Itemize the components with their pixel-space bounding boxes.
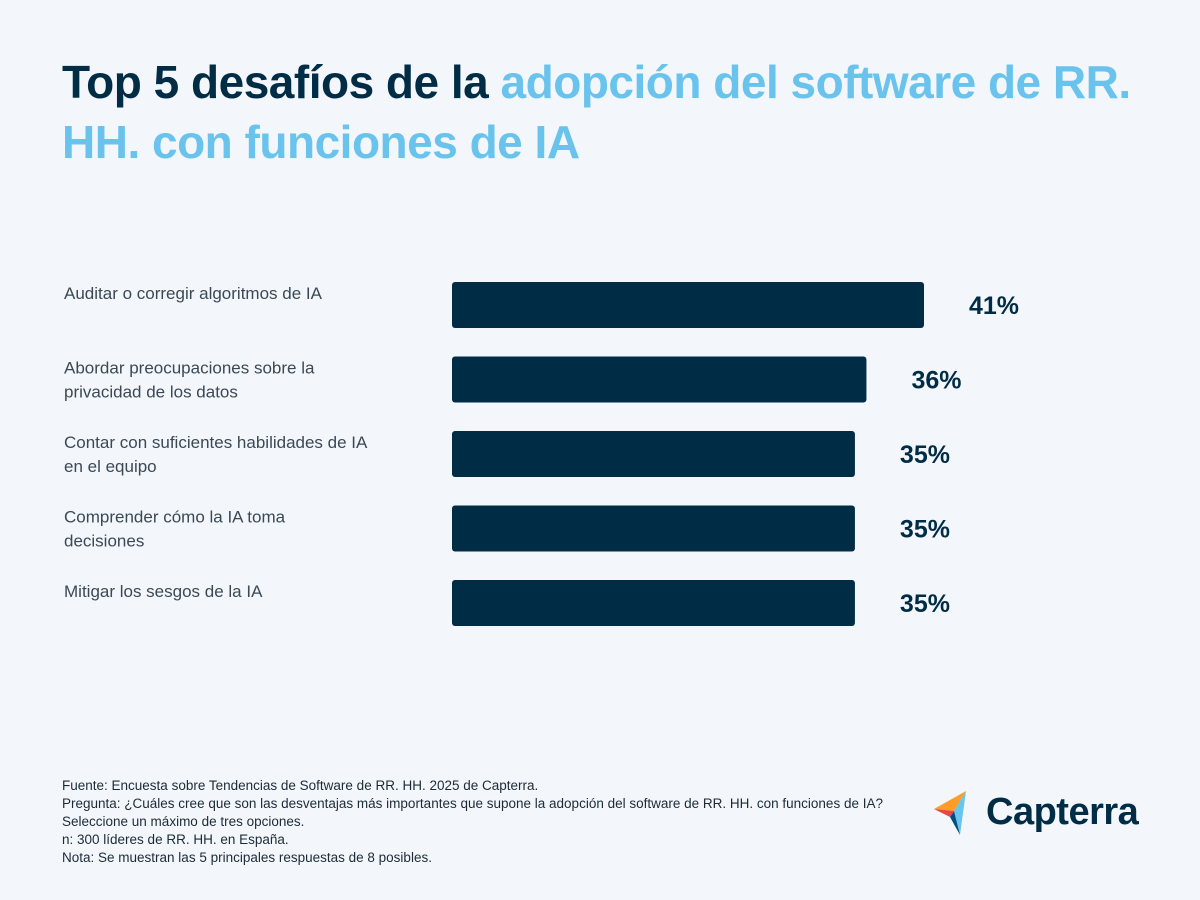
value-label-1: 41% [969,292,1019,320]
value-label-2: 36% [911,367,961,395]
category-label-2: Abordar preocupaciones sobre la privacida… [64,359,315,402]
capterra-logo: Capterra [932,786,1162,838]
category-label-5: Mitigar los sesgos de la IA [64,582,263,601]
bar-5 [452,580,855,626]
chart-title-accent: adopción del software de RR. HH. con fun… [62,56,1131,168]
footnote-note: Nota: Se muestran las 5 principales resp… [62,850,432,865]
bar-2 [452,356,867,403]
value-label-5: 35% [900,590,950,618]
bar-4 [452,505,855,552]
category-label-4: Comprender cómo la IA toma decisiones [64,508,286,551]
value-label-3: 35% [900,441,950,469]
category-label-1: Auditar o corregir algoritmos de IA [64,284,323,303]
logo-wordmark: Capterra [986,790,1139,833]
chart-title: Top 5 desafíos de la adopción del softwa… [62,52,1142,172]
bar-3 [452,431,855,477]
bar-1 [452,282,924,328]
bar-chart: 41% Auditar o corregir algoritmos de IA 36… [64,282,1019,626]
capterra-arrow-icon [934,791,966,835]
chart-footnotes: Fuente: Encuesta sobre Tendencias de Sof… [62,777,922,867]
value-label-4: 35% [900,516,950,544]
footnote-sample: n: 300 líderes de RR. HH. en España. [62,832,289,847]
category-label-3: Contar con suficientes habilidades de IA… [64,433,368,476]
footnote-question: Pregunta: ¿Cuáles cree que son las desve… [62,796,883,829]
chart-title-main: Top 5 desafíos de la [62,56,501,108]
footnote-source: Fuente: Encuesta sobre Tendencias de Sof… [62,778,539,793]
